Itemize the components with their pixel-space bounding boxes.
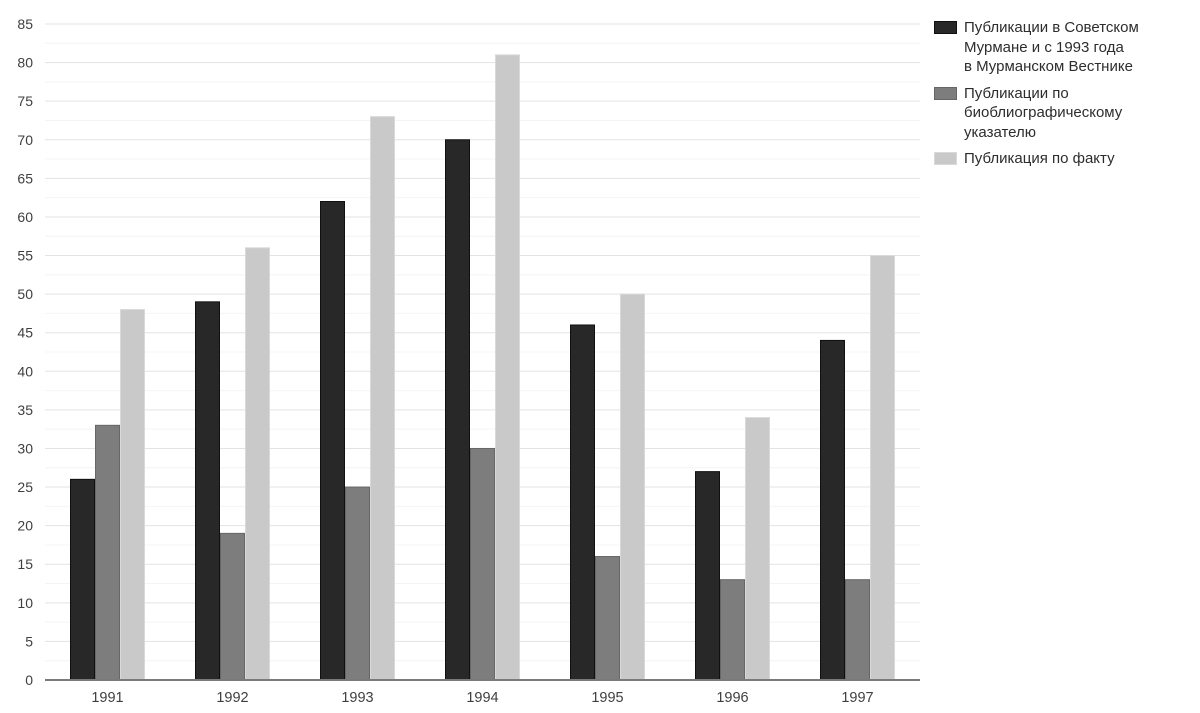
- legend-item-by-fact: Публикация по факту: [934, 149, 1198, 169]
- y-tick-label: 70: [17, 132, 33, 148]
- y-tick-label: 0: [25, 672, 33, 688]
- legend-item-bibliographic-index: Публикации по биоблиографическому указат…: [934, 84, 1198, 143]
- bar-series1-1995: [570, 324, 595, 681]
- bar-series3-1997: [870, 255, 895, 681]
- y-tick-label: 15: [17, 556, 33, 572]
- chart-legend: Публикации в Советском Мурмане и с 1993 …: [934, 18, 1198, 169]
- legend-swatch-series1: [934, 21, 957, 34]
- y-tick-label: 25: [17, 479, 33, 495]
- bar-series3-1996: [745, 417, 770, 681]
- bar-series1-1993: [320, 201, 345, 681]
- legend-label-series1: Публикации в Советском Мурмане и с 1993 …: [964, 19, 1139, 75]
- bar-series1-1994: [445, 139, 470, 681]
- y-tick-label: 35: [17, 402, 33, 418]
- y-tick-label: 65: [17, 170, 33, 186]
- legend-label-series3: Публикация по факту: [964, 150, 1115, 167]
- bar-series3-1994: [495, 54, 520, 681]
- legend-label-series2: Публикации по биоблиографическому указат…: [964, 84, 1123, 141]
- y-tick-label: 50: [17, 286, 33, 302]
- y-tick-label: 55: [17, 248, 33, 264]
- bar-series2-1992: [220, 532, 245, 681]
- legend-swatch-series2: [934, 86, 957, 100]
- legend-item-sovetsky-murman: Публикации в Советском Мурмане и с 1993 …: [934, 18, 1198, 77]
- y-tick-label: 60: [17, 209, 33, 225]
- x-tick-label: 1995: [591, 690, 623, 706]
- bar-series1-1991: [70, 478, 95, 681]
- bar-series1-1992: [195, 301, 220, 681]
- bar-series2-1991: [95, 424, 120, 681]
- y-tick-label: 20: [17, 518, 33, 534]
- bar-series1-1996: [695, 471, 720, 681]
- y-tick-label: 80: [17, 55, 33, 71]
- y-tick-label: 30: [17, 440, 33, 456]
- x-tick-label: 1993: [341, 690, 373, 706]
- bar-series3-1991: [120, 309, 145, 681]
- x-tick-label: 1992: [216, 690, 248, 706]
- x-tick-label: 1996: [716, 690, 748, 706]
- bar-series2-1997: [845, 579, 870, 681]
- bar-series2-1993: [345, 486, 370, 681]
- y-tick-label: 85: [17, 16, 33, 32]
- x-tick-label: 1994: [466, 690, 498, 706]
- y-tick-label: 10: [17, 595, 33, 611]
- x-tick-label: 1997: [841, 690, 873, 706]
- bar-series2-1994: [470, 447, 495, 681]
- bar-series3-1993: [370, 116, 395, 681]
- bar-series3-1992: [245, 247, 270, 681]
- bar-series2-1995: [595, 556, 620, 681]
- bar-series2-1996: [720, 579, 745, 681]
- bar-series3-1995: [620, 293, 645, 681]
- y-tick-label: 40: [17, 363, 33, 379]
- y-tick-label: 45: [17, 325, 33, 341]
- y-tick-label: 75: [17, 93, 33, 109]
- x-tick-label: 1991: [91, 690, 123, 706]
- bar-chart: 0 5 10 15 20 25 30 35 40 45 50 55 60 65 70 75 80 85 1991 19…: [17, 16, 920, 706]
- bar-series1-1997: [820, 339, 845, 681]
- legend-swatch-series3: [934, 152, 957, 165]
- y-tick-label: 5: [25, 633, 33, 649]
